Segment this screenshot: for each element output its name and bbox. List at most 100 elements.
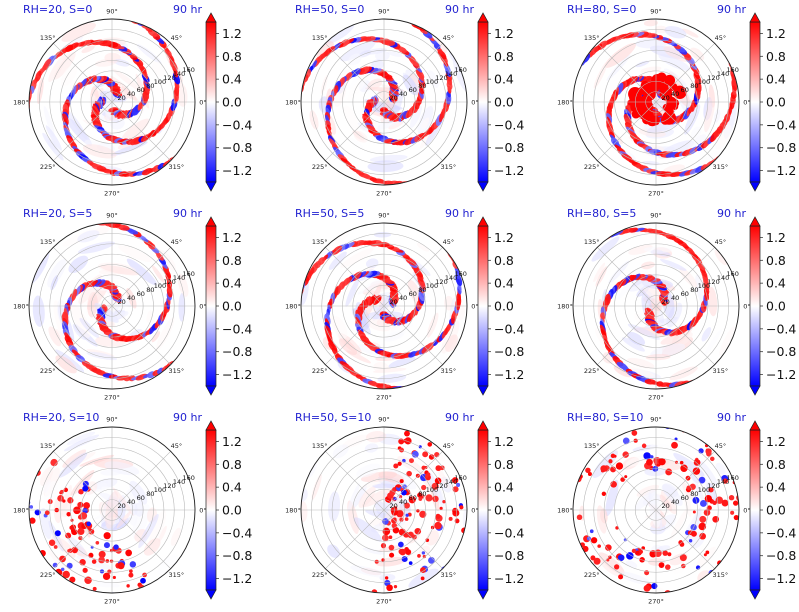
polar-frame bbox=[28, 18, 196, 186]
time-label: 90 hr bbox=[717, 207, 746, 220]
radial-tick-label: 80 bbox=[418, 286, 426, 294]
angle-label: 135° bbox=[584, 238, 600, 246]
colorbar-tick-label: 0.8 bbox=[766, 457, 786, 472]
angle-label: 45° bbox=[171, 34, 183, 42]
radial-tick-label: 20 bbox=[117, 298, 125, 306]
radial-tick-label: 100 bbox=[154, 282, 166, 290]
angular-gridline bbox=[383, 101, 443, 161]
angle-label: 0° bbox=[199, 99, 206, 107]
angle-label: 45° bbox=[715, 34, 727, 42]
colorbar-extend-min bbox=[205, 181, 217, 192]
colorbar-tick-label: 1.2 bbox=[222, 26, 242, 41]
colorbar-tick-label: −0.4 bbox=[766, 117, 796, 132]
angular-gridline bbox=[597, 509, 657, 569]
colorbar-extend-max bbox=[749, 216, 761, 227]
radial-tick-label: 120 bbox=[707, 278, 719, 286]
colorbar-tick-label: 1.2 bbox=[494, 434, 514, 449]
angle-label: 270° bbox=[104, 598, 120, 606]
radial-tick-label: 40 bbox=[671, 498, 679, 506]
field-layer bbox=[301, 430, 467, 593]
radial-tick-label: 60 bbox=[409, 86, 417, 94]
polar-frame bbox=[300, 18, 468, 186]
colorbar-tick-label: −0.8 bbox=[494, 548, 524, 563]
time-label: 90 hr bbox=[717, 411, 746, 424]
time-label: 90 hr bbox=[173, 207, 202, 220]
radial-tick-label: 40 bbox=[399, 294, 407, 302]
radial-tick-label: 80 bbox=[418, 490, 426, 498]
colorbar-tick-label: −1.2 bbox=[766, 367, 796, 382]
angular-gridline bbox=[383, 43, 443, 103]
angular-gridline bbox=[111, 451, 171, 511]
radial-tick-label: 80 bbox=[690, 490, 698, 498]
radial-tick-label: 120 bbox=[435, 74, 447, 82]
panel-title: RH=50, S=0 bbox=[295, 3, 364, 16]
colorbar-extend-max bbox=[477, 420, 489, 431]
polar-frame bbox=[572, 18, 740, 186]
angle-label: 315° bbox=[713, 367, 729, 375]
angle-label: 0° bbox=[743, 303, 750, 311]
radial-tick-label: 160 bbox=[454, 474, 466, 482]
angle-label: 135° bbox=[584, 442, 600, 450]
radial-tick-label: 20 bbox=[117, 502, 125, 510]
polar-panel: 90°45°0°315°270°225°180°135°20 40 60 80 1001… bbox=[13, 411, 252, 606]
radial-tick-label: 20 bbox=[389, 94, 397, 102]
polar-panel: 90°45°0°315°270°225°180°135°20 40 60 80 1001… bbox=[557, 207, 796, 402]
colorbar-tick-label: −0.4 bbox=[494, 525, 524, 540]
time-label: 90 hr bbox=[445, 3, 474, 16]
colorbar-tick-label: 0.4 bbox=[494, 480, 514, 495]
colorbar-tick-label: −0.4 bbox=[766, 525, 796, 540]
radial-tick-label: 100 bbox=[154, 486, 166, 494]
angular-gridline bbox=[53, 43, 113, 103]
colorbar-tick-label: −0.8 bbox=[766, 344, 796, 359]
colorbar-tick-label: −0.8 bbox=[222, 344, 252, 359]
angular-gridline bbox=[597, 247, 657, 307]
angle-label: 225° bbox=[40, 163, 56, 171]
colorbar-tick-label: −1.2 bbox=[222, 571, 252, 586]
colorbar-tick-label: 0.4 bbox=[222, 72, 242, 87]
angle-label: 0° bbox=[743, 99, 750, 107]
colorbar-tick-label: −0.4 bbox=[766, 321, 796, 336]
radial-tick-label: 100 bbox=[426, 282, 438, 290]
colorbar-tick-label: −1.2 bbox=[766, 163, 796, 178]
colorbar-tick-label: 0.4 bbox=[766, 72, 786, 87]
panel-title: RH=20, S=0 bbox=[23, 3, 92, 16]
polar-panel: 90°45°0°315°270°225°180°135°20 40 60 80 1001… bbox=[285, 411, 524, 606]
angle-label: 315° bbox=[713, 571, 729, 579]
radial-tick-label: 140 bbox=[173, 478, 185, 486]
polar-panel: 90°45°0°315°270°225°180°135°20 40 60 80 1001… bbox=[285, 3, 524, 198]
radial-tick-label: 140 bbox=[445, 274, 457, 282]
angle-label: 90° bbox=[378, 212, 390, 220]
colorbar-tick-label: −1.2 bbox=[766, 571, 796, 586]
colorbar-tick-label: 0.4 bbox=[222, 480, 242, 495]
angle-label: 315° bbox=[169, 367, 185, 375]
colorbar-tick-label: −0.8 bbox=[494, 140, 524, 155]
angle-label: 180° bbox=[13, 507, 29, 515]
radial-tick-label: 20 bbox=[389, 502, 397, 510]
colorbar-tick-label: −0.8 bbox=[222, 140, 252, 155]
polar-panel: 90°45°0°315°270°225°180°135°20 40 60 80 1001… bbox=[557, 3, 796, 198]
colorbar: 1.2 0.8 0.4 0.0 −0.4 −0.8 −1.2 bbox=[477, 12, 524, 192]
radial-tick-label: 160 bbox=[726, 474, 738, 482]
colorbar: 1.2 0.8 0.4 0.0 −0.4 −0.8 −1.2 bbox=[205, 12, 252, 192]
colorbar-extend-min bbox=[749, 589, 761, 600]
colorbar-tick-label: 1.2 bbox=[766, 26, 786, 41]
angular-gridline bbox=[111, 509, 171, 569]
angular-gridline bbox=[655, 451, 715, 511]
angle-label: 315° bbox=[169, 571, 185, 579]
colorbar-tick-label: 1.2 bbox=[222, 230, 242, 245]
time-label: 90 hr bbox=[445, 411, 474, 424]
colorbar-extend-min bbox=[477, 181, 489, 192]
angle-label: 45° bbox=[443, 442, 455, 450]
panel-title: RH=20, S=10 bbox=[23, 411, 99, 424]
angle-label: 90° bbox=[650, 416, 662, 424]
angle-label: 225° bbox=[40, 571, 56, 579]
radial-tick-label: 140 bbox=[173, 70, 185, 78]
colorbar-extend-min bbox=[749, 181, 761, 192]
angle-label: 180° bbox=[13, 303, 29, 311]
angle-label: 315° bbox=[441, 163, 457, 171]
colorbar-tick-label: −0.8 bbox=[494, 344, 524, 359]
colorbar-tick-label: 1.2 bbox=[494, 26, 514, 41]
colorbar-tick-label: 1.2 bbox=[222, 434, 242, 449]
colorbar-tick-label: 0.0 bbox=[494, 299, 514, 314]
angular-gridline bbox=[597, 451, 657, 511]
